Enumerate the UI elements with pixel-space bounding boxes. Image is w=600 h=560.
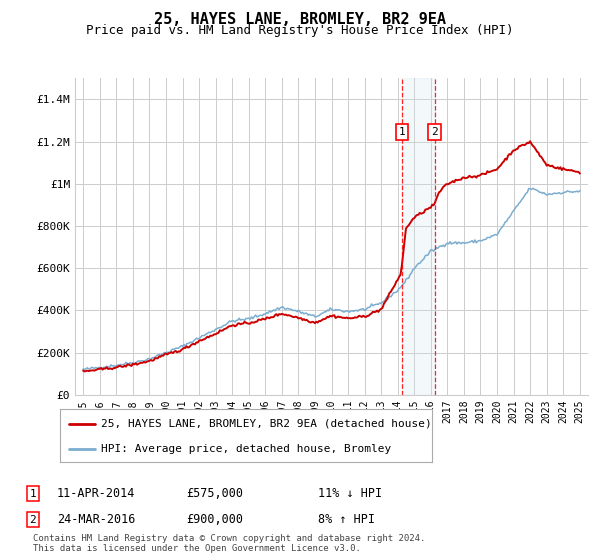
- Text: 2: 2: [29, 515, 37, 525]
- Text: 25, HAYES LANE, BROMLEY, BR2 9EA: 25, HAYES LANE, BROMLEY, BR2 9EA: [154, 12, 446, 27]
- Text: 11% ↓ HPI: 11% ↓ HPI: [318, 487, 382, 501]
- Text: Price paid vs. HM Land Registry's House Price Index (HPI): Price paid vs. HM Land Registry's House …: [86, 24, 514, 36]
- Text: 25, HAYES LANE, BROMLEY, BR2 9EA (detached house): 25, HAYES LANE, BROMLEY, BR2 9EA (detach…: [101, 419, 431, 429]
- Text: 11-APR-2014: 11-APR-2014: [57, 487, 136, 501]
- Text: HPI: Average price, detached house, Bromley: HPI: Average price, detached house, Brom…: [101, 444, 391, 454]
- Text: £900,000: £900,000: [186, 513, 243, 526]
- Text: 1: 1: [399, 127, 406, 137]
- Text: Contains HM Land Registry data © Crown copyright and database right 2024.: Contains HM Land Registry data © Crown c…: [33, 534, 425, 543]
- Text: 8% ↑ HPI: 8% ↑ HPI: [318, 513, 375, 526]
- Text: £575,000: £575,000: [186, 487, 243, 501]
- Text: This data is licensed under the Open Government Licence v3.0.: This data is licensed under the Open Gov…: [33, 544, 361, 553]
- Text: 24-MAR-2016: 24-MAR-2016: [57, 513, 136, 526]
- Text: 1: 1: [29, 489, 37, 499]
- Bar: [402, 78, 434, 395]
- Text: 2: 2: [431, 127, 438, 137]
